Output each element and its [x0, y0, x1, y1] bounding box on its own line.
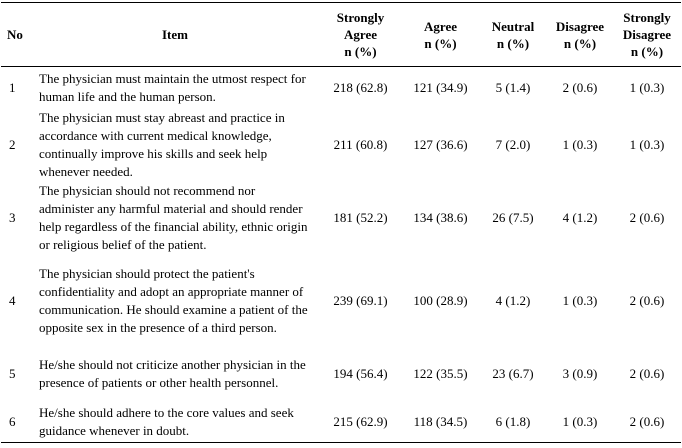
header-unit: n (%)	[563, 35, 597, 51]
count-cell: 121 (34.9)	[413, 79, 468, 95]
count-cell: 1 (0.3)	[629, 79, 665, 95]
header-unit: n (%)	[424, 35, 457, 51]
count-cell: 127 (36.6)	[413, 136, 468, 152]
item-cell: He/she should not criticize another phys…	[39, 357, 306, 390]
header-unit: n (%)	[630, 44, 664, 59]
item-cell: The physician must stay abreast and prac…	[39, 109, 285, 179]
table-row: 2 The physician must stay abreast and pra…	[1, 108, 681, 181]
header-label: Strongly Disagree	[622, 10, 672, 42]
count-cell: 100 (28.9)	[413, 293, 468, 308]
count-cell: 1 (0.3)	[562, 293, 598, 308]
header-unit: n (%)	[496, 35, 530, 51]
count-cell: 134 (38.6)	[413, 210, 468, 225]
header-cell: Strongly Disagree n (%)	[613, 2, 681, 67]
table-row: 3 The physician should not recommend nor …	[1, 181, 681, 255]
count-cell: 4 (1.2)	[562, 210, 598, 225]
header-row: No Item Strongly Agree n (%) Agree n (%) Neutr…	[1, 2, 681, 67]
count-cell: 3 (0.9)	[562, 366, 598, 381]
count-cell: 5 (1.4)	[495, 79, 531, 95]
count-cell: 2 (0.6)	[629, 366, 665, 381]
count-cell: 194 (56.4)	[333, 366, 388, 381]
row-number: 2	[9, 136, 16, 152]
header-cell: Agree n (%)	[402, 2, 479, 67]
row-number: 3	[9, 210, 16, 225]
header-label: No	[7, 27, 23, 42]
count-cell: 211 (60.8)	[333, 136, 388, 152]
count-cell: 181 (52.2)	[333, 210, 388, 225]
count-cell: 2 (0.6)	[629, 413, 665, 429]
count-cell: 1 (0.3)	[629, 136, 665, 152]
table-row: 6 He/she should adhere to the core values…	[1, 401, 681, 443]
row-number: 1	[9, 79, 16, 95]
count-cell: 7 (2.0)	[495, 136, 531, 152]
item-cell: He/she should adhere to the core values …	[39, 404, 294, 438]
count-cell: 2 (0.6)	[562, 79, 598, 95]
count-cell: 26 (7.5)	[492, 210, 534, 225]
header-cell: No	[1, 2, 31, 67]
count-cell: 1 (0.3)	[562, 413, 598, 429]
count-cell: 6 (1.8)	[495, 413, 531, 429]
header-label: Strongly Agree	[336, 10, 385, 42]
count-cell: 118 (34.5)	[413, 413, 468, 429]
count-cell: 218 (62.8)	[333, 79, 388, 95]
table-body: 1 The physician must maintain the utmost …	[1, 67, 681, 443]
item-cell: The physician should not recommend nor a…	[39, 183, 308, 252]
header-label: Disagree	[555, 18, 605, 34]
count-cell: 1 (0.3)	[562, 136, 598, 152]
count-cell: 4 (1.2)	[495, 293, 531, 308]
table-row: 1 The physician must maintain the utmost …	[1, 67, 681, 109]
header-label: Item	[162, 27, 188, 42]
table-row: 5 He/she should not criticize another phy…	[1, 347, 681, 401]
header-label: Neutral	[491, 18, 535, 34]
count-cell: 2 (0.6)	[629, 210, 665, 225]
header-cell: Disagree n (%)	[547, 2, 613, 67]
row-number: 4	[9, 293, 16, 308]
header-cell: Item	[31, 2, 319, 67]
header-cell: Strongly Agree n (%)	[319, 2, 402, 67]
count-cell: 215 (62.9)	[333, 413, 388, 429]
header-label: Agree	[424, 18, 457, 34]
row-number: 5	[9, 366, 16, 381]
count-cell: 23 (6.7)	[492, 366, 534, 381]
table-row: 4 The physician should protect the patien…	[1, 255, 681, 347]
item-cell: The physician must maintain the utmost r…	[39, 70, 306, 104]
item-cell: The physician should protect the patient…	[39, 266, 308, 335]
count-cell: 2 (0.6)	[629, 293, 665, 308]
row-number: 6	[9, 413, 16, 429]
count-cell: 122 (35.5)	[413, 366, 468, 381]
count-cell: 239 (69.1)	[333, 293, 388, 308]
header-cell: Neutral n (%)	[479, 2, 547, 67]
header-unit: n (%)	[344, 44, 377, 59]
